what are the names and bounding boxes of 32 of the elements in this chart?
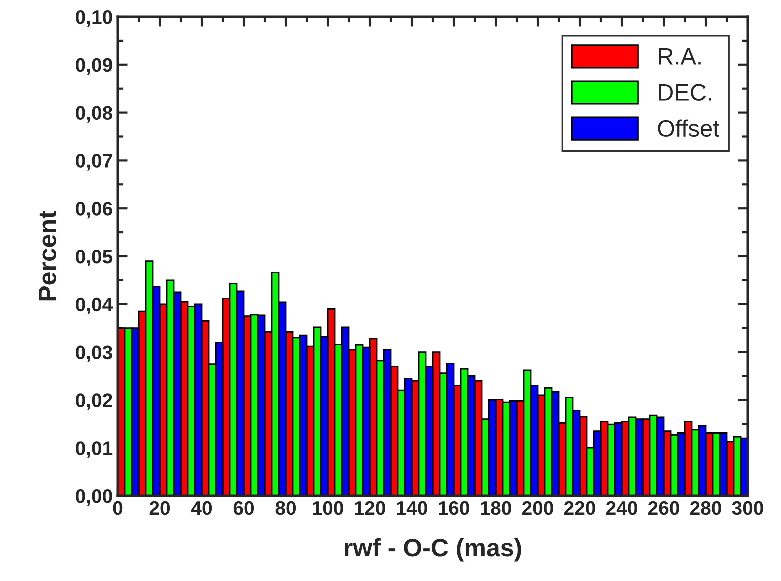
x-tick-label: 120	[355, 501, 386, 516]
y-tick-label: 0,09	[76, 58, 112, 75]
y-tick-label: 0,03	[76, 346, 112, 362]
x-tick-label: 200	[522, 501, 554, 516]
x-tick-label: 20	[150, 501, 170, 516]
legend-label: R.A.	[659, 48, 701, 65]
x-tick-label: 100	[313, 501, 344, 516]
y-axis-title: Percent	[39, 210, 56, 301]
y-tick-label: 0,07	[76, 154, 112, 171]
y-tick-label: 0,01	[76, 442, 113, 458]
legend-label: Offset	[658, 120, 720, 138]
legend-label: DEC.	[659, 84, 712, 101]
x-tick-label: 280	[690, 501, 722, 516]
y-tick-label: 0,00	[76, 489, 112, 506]
x-tick-label: 80	[276, 501, 296, 516]
y-tick-label: 0,10	[76, 10, 112, 28]
x-tick-label: 160	[439, 501, 470, 516]
y-tick-label: 0,02	[76, 394, 112, 410]
x-tick-label: 220	[564, 501, 596, 516]
x-tick-label: 40	[191, 501, 212, 516]
x-tick-label: 300	[732, 501, 764, 516]
x-tick-label: 260	[648, 501, 680, 516]
y-tick-label: 0,05	[76, 250, 113, 267]
y-tick-label: 0,08	[76, 106, 113, 123]
x-tick-label: 180	[481, 501, 512, 516]
y-tick-label: 0,04	[76, 298, 114, 314]
x-tick-label: 60	[234, 501, 254, 516]
x-tick-label: 140	[397, 501, 428, 516]
x-tick-label: 240	[606, 501, 638, 516]
x-tick-label: 0	[113, 501, 123, 516]
x-axis-title: rwf - O-C (mas)	[345, 538, 522, 562]
y-tick-label: 0,06	[76, 202, 112, 219]
